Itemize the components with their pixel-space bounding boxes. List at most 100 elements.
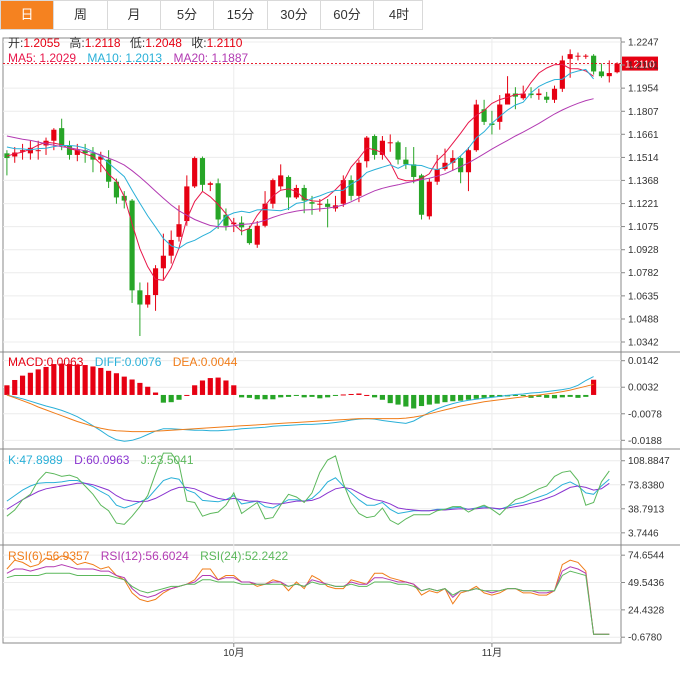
tab-week[interactable]: 周 — [54, 1, 108, 29]
candle-body — [575, 55, 581, 57]
rsi-marks — [6, 555, 610, 635]
candle-body — [403, 159, 409, 165]
low-label: 低: — [130, 36, 145, 50]
tab-4hour[interactable]: 4时 — [388, 7, 410, 22]
macd-bar — [583, 394, 589, 397]
macd-bar — [215, 377, 221, 395]
candle-body — [598, 71, 605, 77]
macd-bar — [12, 379, 18, 395]
macd-bar — [184, 394, 190, 396]
macd-bar — [293, 394, 299, 396]
candle-body — [497, 104, 503, 122]
candle-body — [199, 158, 206, 185]
macd-bar — [348, 393, 354, 395]
macd-bar — [372, 394, 378, 398]
macd-bar — [489, 394, 495, 398]
candle-body — [442, 162, 448, 170]
macd-bar — [113, 373, 120, 395]
candle-body — [82, 150, 88, 154]
rsi-tick-label: 74.6544 — [628, 551, 665, 562]
candle-body — [379, 140, 385, 155]
candle-body — [489, 123, 495, 125]
candle-body — [59, 128, 65, 146]
candle-body — [12, 152, 18, 157]
macd-bar — [512, 394, 518, 396]
ma-info: MA5: 1.2029 MA10: 1.2013 MA20: 1.1887 — [8, 51, 248, 65]
candle-body — [66, 145, 73, 155]
tab-60min[interactable]: 60分 — [321, 1, 374, 29]
candle-body — [301, 187, 307, 201]
tab-30min[interactable]: 30分 — [268, 1, 321, 29]
macd-bar — [520, 394, 526, 396]
macd-bar — [223, 380, 229, 395]
j-value: J:23.5041 — [141, 453, 194, 467]
price-tick-label: 1.1807 — [628, 107, 659, 118]
macd-bar — [192, 385, 198, 395]
candle-body — [27, 147, 33, 154]
macd-bar — [152, 392, 159, 395]
price-tick-label: 1.1368 — [628, 176, 659, 187]
candle-body — [254, 225, 260, 245]
candle-body — [583, 55, 589, 57]
candle-body — [551, 88, 558, 100]
close-label: 收: — [191, 36, 206, 50]
rsi6-value: RSI(6):56.9357 — [8, 549, 90, 563]
open-value: 1.2055 — [23, 36, 60, 50]
macd-bar — [458, 394, 464, 401]
macd-bar — [379, 394, 385, 400]
macd-marks — [4, 363, 597, 442]
dea-value: DEA:0.0044 — [173, 355, 238, 369]
ma10-info: MA10: 1.2013 — [87, 51, 162, 65]
last-price-tag — [622, 56, 658, 71]
candle-body — [192, 158, 198, 187]
tab-month[interactable]: 月 — [108, 1, 161, 29]
candle-body — [465, 150, 472, 173]
macd-bar — [309, 394, 315, 397]
macd-bar — [98, 367, 104, 395]
tab-day[interactable]: 日 — [1, 1, 54, 29]
macd-value: MACD:0.0063 — [8, 355, 84, 369]
macd-bar — [90, 366, 96, 395]
macd-bar — [35, 369, 41, 395]
macd-bar — [59, 363, 65, 395]
macd-bar — [356, 393, 362, 395]
candle-body — [285, 176, 292, 198]
price-marks: 1.2110 — [3, 49, 658, 337]
macd-tick-label: 0.0142 — [628, 356, 659, 367]
macd-bar — [199, 380, 206, 395]
rsi-tick-label: -0.6780 — [628, 633, 662, 644]
candle-body — [98, 156, 104, 160]
low-value: 1.2048 — [145, 36, 182, 50]
macd-bar — [66, 364, 73, 395]
candle-body — [536, 93, 542, 96]
candle-body — [458, 158, 464, 173]
macd-bar — [43, 366, 49, 395]
candle-body — [129, 200, 135, 291]
candle-body — [184, 186, 190, 222]
candle-body — [278, 175, 284, 187]
macd-bar — [285, 394, 292, 397]
candle-body — [168, 239, 174, 256]
ohlc-info: 开:1.2055 高:1.2118 低:1.2048 收:1.2110 — [8, 35, 243, 50]
close-value: 1.2110 — [207, 36, 243, 50]
tab-5min[interactable]: 5分 — [161, 1, 214, 29]
macd-info: MACD:0.0063 DIFF:0.0076 DEA:0.0044 — [8, 355, 238, 369]
k-value: K:47.8989 — [8, 453, 63, 467]
ma20-line — [6, 98, 594, 228]
macd-bar — [246, 394, 252, 398]
rsi-info: RSI(6):56.9357 RSI(12):56.6024 RSI(24):5… — [8, 549, 289, 563]
candle-body — [215, 183, 221, 220]
dea-line — [6, 383, 594, 433]
candle-body — [473, 104, 479, 151]
x-tick-label: 11月 — [482, 647, 502, 659]
macd-bar — [19, 375, 26, 395]
candle-body — [591, 55, 597, 72]
candle-body — [231, 222, 237, 225]
macd-bar — [442, 394, 448, 403]
candle-body — [481, 109, 487, 122]
macd-bar — [278, 394, 284, 398]
price-tick-label: 1.0928 — [628, 245, 659, 256]
macd-bar — [403, 394, 409, 407]
tab-15min[interactable]: 15分 — [214, 1, 268, 29]
